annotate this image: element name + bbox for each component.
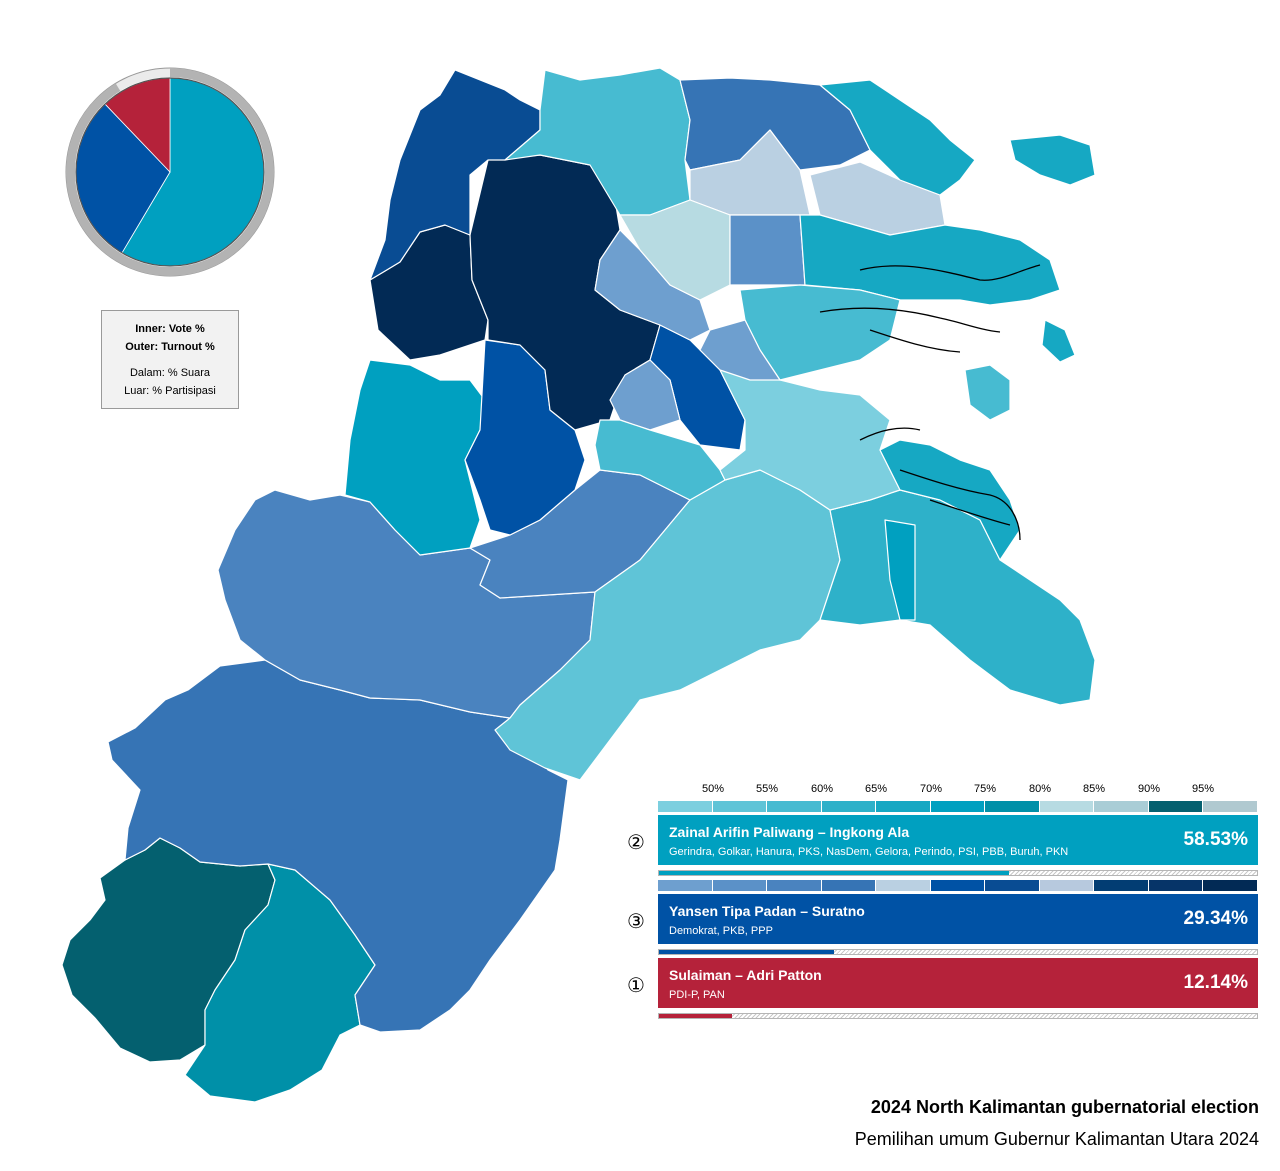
scale-label: 95% — [1191, 783, 1215, 795]
scale-swatch — [1203, 880, 1259, 891]
candidate-row-paliwang: Zainal Arifin Paliwang – Ingkong Ala Ger… — [658, 815, 1258, 865]
scale-swatch — [1094, 801, 1149, 812]
scale-swatch — [1094, 880, 1149, 891]
region-east-coast[interactable] — [819, 489, 1096, 706]
scale-label: 90% — [1137, 783, 1161, 795]
coastline-rivers — [819, 264, 1041, 541]
candidate-name: Zainal Arifin Paliwang – Ingkong Ala — [669, 824, 910, 840]
color-scale-candidate-2 — [658, 801, 1259, 812]
candidate-name: Yansen Tipa Padan – Suratno — [669, 903, 865, 919]
vote-bar-fill — [659, 1014, 732, 1018]
island-east[interactable] — [1041, 319, 1076, 363]
scale-swatch — [658, 880, 713, 891]
scale-label: 55% — [755, 783, 779, 795]
vote-bar-fill — [659, 871, 1009, 875]
scale-swatch — [876, 880, 931, 891]
legend-inner-label: Inner: Vote % — [135, 323, 205, 335]
legend-outer-label-id: Luar: % Partisipasi — [124, 385, 216, 397]
candidate-number: ③ — [627, 911, 645, 933]
vote-pie-chart — [65, 67, 275, 277]
legend-inner-label-id: Dalam: % Suara — [129, 367, 211, 379]
region-east-strip[interactable] — [884, 519, 916, 621]
scale-swatch — [1203, 801, 1259, 812]
scale-label: 85% — [1082, 783, 1106, 795]
region-northwest-blue[interactable] — [369, 69, 541, 281]
map-title-id: Pemilihan umum Gubernur Kalimantan Utara… — [854, 1129, 1259, 1149]
candidate-row-sulaiman: Sulaiman – Adri Patton PDI-P, PAN 12.14% — [658, 958, 1258, 1008]
candidate-row-padan: Yansen Tipa Padan – Suratno Demokrat, PK… — [658, 894, 1258, 944]
scale-label: 60% — [810, 783, 834, 795]
scale-swatch — [712, 801, 768, 812]
scale-swatch — [658, 801, 713, 812]
candidate-percent: 58.53% — [1183, 829, 1248, 850]
candidate-parties: Gerindra, Golkar, Hanura, PKS, NasDem, G… — [669, 846, 1069, 858]
region-north-center-blue[interactable] — [729, 214, 806, 286]
color-scale-labels: 50% 55% 60% 65% 70% 75% 80% 85% 90% 95% — [658, 783, 1258, 797]
vote-bar-padan — [658, 949, 1258, 955]
scale-swatch — [930, 801, 986, 812]
candidate-number: ① — [627, 975, 645, 997]
scale-swatch — [767, 801, 822, 812]
region-west[interactable] — [344, 359, 486, 556]
candidate-name: Sulaiman – Adri Patton — [669, 967, 822, 983]
scale-swatch — [876, 801, 931, 812]
scale-label: 75% — [973, 783, 997, 795]
vote-bar-fill — [659, 950, 835, 954]
island-east-2[interactable] — [964, 364, 1011, 421]
scale-swatch — [985, 880, 1040, 891]
map-title-en: 2024 North Kalimantan gubernatorial elec… — [870, 1097, 1259, 1117]
island-north[interactable] — [1009, 134, 1096, 186]
scale-swatch — [985, 801, 1040, 812]
scale-swatch — [767, 880, 822, 891]
scale-swatch — [1148, 801, 1204, 812]
scale-swatch — [821, 880, 877, 891]
pie-legend: Inner: Vote % Outer: Turnout % Dalam: % … — [101, 310, 239, 409]
region-east-mid-blue[interactable] — [699, 319, 781, 381]
vote-bar-sulaiman — [658, 1013, 1258, 1019]
color-scale-candidate-3 — [658, 880, 1259, 891]
candidate-percent: 12.14% — [1183, 972, 1248, 993]
scale-swatch — [1039, 880, 1095, 891]
scale-swatch — [712, 880, 768, 891]
region-northeast-top[interactable] — [819, 79, 976, 196]
scale-label: 65% — [864, 783, 888, 795]
scale-swatch — [1148, 880, 1204, 891]
candidate-number: ② — [627, 832, 645, 854]
region-east-middle[interactable] — [719, 369, 901, 511]
vote-bar-paliwang — [658, 870, 1258, 876]
region-center-sub[interactable] — [609, 359, 681, 431]
region-coast-islands[interactable] — [879, 439, 1021, 561]
pie-outline — [75, 77, 265, 267]
legend-outer-label: Outer: Turnout % — [125, 341, 215, 353]
scale-label: 70% — [919, 783, 943, 795]
scale-label: 80% — [1028, 783, 1052, 795]
scale-label: 50% — [701, 783, 725, 795]
scale-swatch — [1039, 801, 1095, 812]
scale-swatch — [930, 880, 986, 891]
candidate-percent: 29.34% — [1183, 908, 1248, 929]
scale-swatch — [821, 801, 877, 812]
candidate-parties: PDI-P, PAN — [669, 989, 725, 1001]
candidate-parties: Demokrat, PKB, PPP — [669, 925, 773, 937]
region-north-blue[interactable] — [679, 77, 871, 171]
